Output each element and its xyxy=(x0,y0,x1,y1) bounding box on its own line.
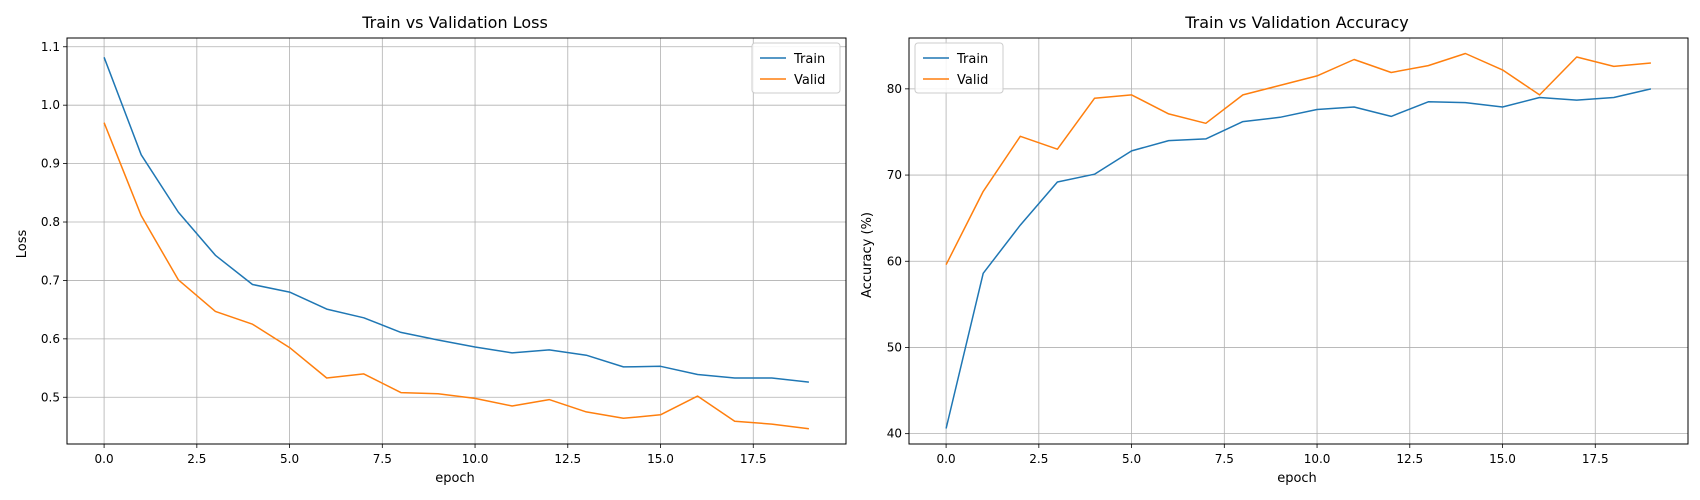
chart-title: Train vs Validation Loss xyxy=(361,13,548,32)
grid xyxy=(909,38,1688,444)
series-lines xyxy=(945,52,1652,429)
y-tick-label: 0.6 xyxy=(41,332,60,346)
accuracy-chart: Train vs Validation Accuracy 0.0 2.5 5.0 7.… xyxy=(860,13,1689,486)
x-tick-label: 15.0 xyxy=(1489,452,1516,466)
x-tick-label: 5.0 xyxy=(280,452,299,466)
legend-label-train: Train xyxy=(956,52,988,67)
y-axis-label: Loss xyxy=(15,230,30,259)
y-tick-label: 0.5 xyxy=(41,390,60,404)
legend-label-valid: Valid xyxy=(794,73,825,88)
legend-box xyxy=(914,42,1004,94)
x-tick-label: 17.5 xyxy=(1582,452,1609,466)
x-tick-label: 5.0 xyxy=(1122,452,1141,466)
y-tick-label: 80 xyxy=(887,82,902,96)
grid xyxy=(67,38,846,444)
series-lines xyxy=(103,57,809,430)
series-line-train xyxy=(945,88,1652,429)
series-line-valid xyxy=(103,122,809,430)
x-axis-label: epoch xyxy=(1277,471,1317,486)
legend-label-valid: Valid xyxy=(957,73,988,88)
legend-box xyxy=(751,42,841,94)
plot-frame xyxy=(908,37,1689,445)
ticks: 0.0 2.5 5.0 7.5 10.0 12.5 15.0 17.5 0.5 0.6 0.7 0.8… xyxy=(41,40,767,466)
y-tick-label: 0.8 xyxy=(41,215,60,229)
y-tick-label: 70 xyxy=(887,168,902,182)
y-tick-label: 50 xyxy=(887,340,902,354)
series-line-valid xyxy=(945,52,1651,266)
y-tick-label: 1.0 xyxy=(41,98,60,112)
x-tick-label: 2.5 xyxy=(1029,452,1048,466)
chart-title: Train vs Validation Accuracy xyxy=(1184,13,1409,32)
x-tick-label: 12.5 xyxy=(1396,452,1423,466)
y-tick-label: 0.7 xyxy=(41,273,60,287)
x-axis-label: epoch xyxy=(435,471,475,486)
loss-chart: Train vs Validation Loss 0.0 2.5 5.0 7.5 10.… xyxy=(15,13,847,486)
x-tick-label: 0.0 xyxy=(95,452,114,466)
ticks: 0.0 2.5 5.0 7.5 10.0 12.5 15.0 17.5 40 50 60 70 80 xyxy=(887,82,1609,466)
x-tick-label: 7.5 xyxy=(1215,452,1234,466)
legend-label-train: Train xyxy=(793,52,825,67)
x-tick-label: 2.5 xyxy=(187,452,206,466)
plot-frame xyxy=(66,37,847,445)
x-tick-label: 17.5 xyxy=(740,452,767,466)
series-line-train xyxy=(103,57,809,383)
x-tick-label: 15.0 xyxy=(647,452,674,466)
y-tick-label: 1.1 xyxy=(41,40,60,54)
x-tick-label: 7.5 xyxy=(373,452,392,466)
y-tick-label: 40 xyxy=(887,427,902,441)
x-tick-label: 0.0 xyxy=(937,452,956,466)
legend: Train Valid xyxy=(914,42,1004,94)
y-tick-label: 60 xyxy=(887,254,902,268)
y-tick-label: 0.9 xyxy=(41,157,60,171)
y-axis-label: Accuracy (%) xyxy=(860,212,875,298)
x-tick-label: 10.0 xyxy=(1304,452,1331,466)
x-tick-label: 10.0 xyxy=(462,452,489,466)
legend: Train Valid xyxy=(751,42,841,94)
x-tick-label: 12.5 xyxy=(554,452,581,466)
